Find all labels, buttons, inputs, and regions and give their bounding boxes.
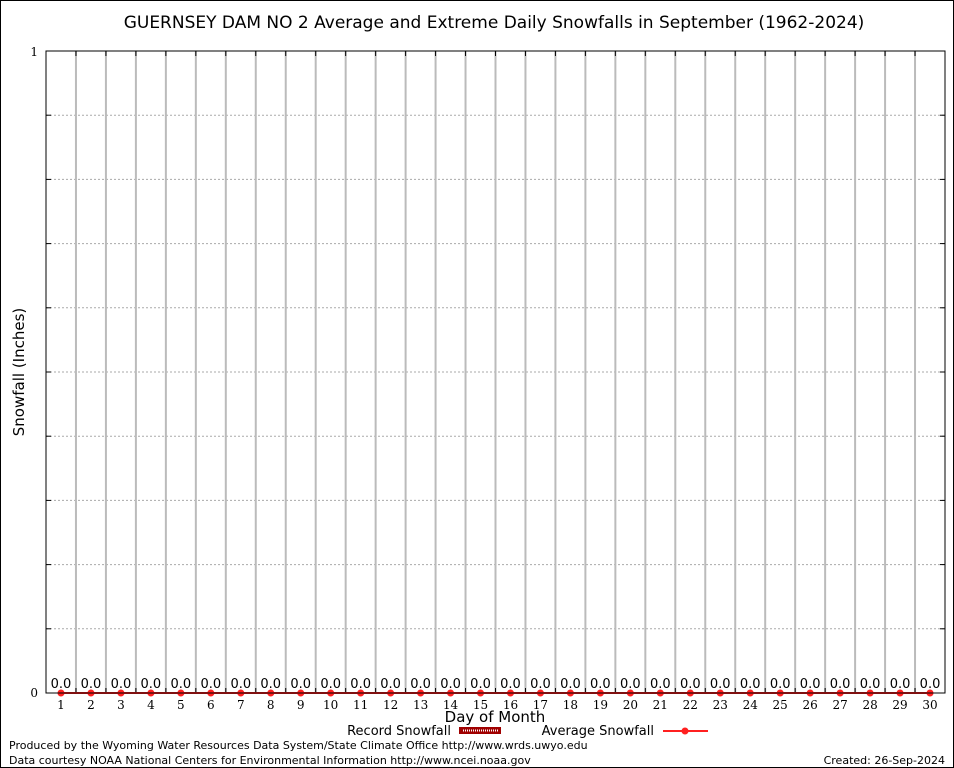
x-tick-label: 26 [803, 698, 818, 712]
data-label: 0.0 [920, 677, 941, 692]
data-label: 0.0 [680, 677, 701, 692]
legend-average-marker [681, 727, 689, 735]
data-label: 0.0 [890, 677, 911, 692]
data-label: 0.0 [111, 677, 132, 692]
x-tick-label: 6 [207, 698, 215, 712]
x-tick-label: 19 [593, 698, 608, 712]
x-tick-label: 30 [922, 698, 937, 712]
x-tick-label: 9 [297, 698, 305, 712]
data-label: 0.0 [710, 677, 731, 692]
x-tick-label: 25 [773, 698, 788, 712]
data-label: 0.0 [620, 677, 641, 692]
x-tick-label: 16 [503, 698, 518, 712]
data-label: 0.0 [51, 677, 72, 692]
data-label: 0.0 [81, 677, 102, 692]
chart-title: GUERNSEY DAM NO 2 Average and Extreme Da… [124, 13, 865, 33]
data-label: 0.0 [530, 677, 551, 692]
x-tick-label: 18 [563, 698, 578, 712]
y-tick-label-1: 1 [30, 45, 38, 59]
x-tick-label: 12 [383, 698, 398, 712]
x-tick-label: 14 [443, 698, 459, 712]
data-label: 0.0 [500, 677, 521, 692]
x-tick-label: 10 [323, 698, 338, 712]
data-label: 0.0 [740, 677, 761, 692]
data-label: 0.0 [141, 677, 162, 692]
x-tick-label: 11 [353, 698, 368, 712]
x-tick-label: 4 [147, 698, 155, 712]
data-label: 0.0 [410, 677, 431, 692]
data-label: 0.0 [590, 677, 611, 692]
legend-average-label: Average Snowfall [542, 724, 654, 739]
data-label: 0.0 [560, 677, 581, 692]
x-tick-label: 8 [267, 698, 275, 712]
x-tick-label: 3 [117, 698, 125, 712]
data-label: 0.0 [650, 677, 671, 692]
data-label: 0.0 [350, 677, 371, 692]
x-tick-label: 1 [57, 698, 65, 712]
data-label: 0.0 [320, 677, 341, 692]
x-tick-label: 22 [683, 698, 698, 712]
data-label: 0.0 [440, 677, 461, 692]
x-tick-label: 7 [237, 698, 245, 712]
data-label: 0.0 [230, 677, 251, 692]
x-tick-label: 20 [623, 698, 638, 712]
x-tick-label: 23 [713, 698, 728, 712]
x-tick-label: 13 [413, 698, 428, 712]
x-tick-label: 5 [177, 698, 185, 712]
x-tick-label: 24 [743, 698, 759, 712]
y-tick-label-0: 0 [30, 686, 38, 700]
x-tick-label: 29 [892, 698, 907, 712]
data-label: 0.0 [290, 677, 311, 692]
y-axis-label: Snowfall (Inches) [10, 308, 28, 436]
data-label: 0.0 [380, 677, 401, 692]
x-tick-label: 28 [862, 698, 877, 712]
footer-created: Created: 26-Sep-2024 [824, 754, 945, 767]
x-tick-label: 15 [473, 698, 488, 712]
data-label: 0.0 [830, 677, 851, 692]
x-axis-label: Day of Month [445, 708, 546, 726]
data-label: 0.0 [200, 677, 221, 692]
data-label: 0.0 [171, 677, 192, 692]
x-tick-label: 17 [533, 698, 548, 712]
data-label: 0.0 [260, 677, 281, 692]
data-label: 0.0 [770, 677, 791, 692]
legend-record-label: Record Snowfall [347, 724, 451, 739]
data-label: 0.0 [470, 677, 491, 692]
x-tick-label: 27 [832, 698, 847, 712]
data-label: 0.0 [860, 677, 881, 692]
plot-border [45, 50, 946, 694]
footer-produced: Produced by the Wyoming Water Resources … [9, 739, 588, 752]
x-tick-label: 21 [653, 698, 668, 712]
data-label: 0.0 [800, 677, 821, 692]
x-tick-label: 2 [87, 698, 95, 712]
footer-courtesy: Data courtesy NOAA National Centers for … [9, 754, 531, 767]
